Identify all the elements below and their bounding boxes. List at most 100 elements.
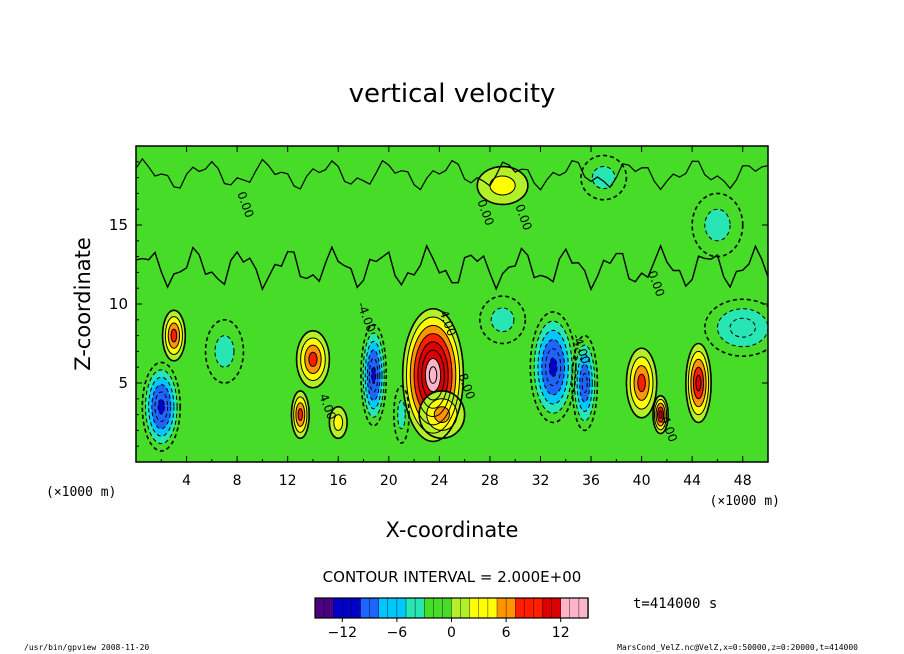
field-level (434, 406, 450, 423)
contour-line (729, 317, 756, 338)
contour-line (692, 366, 705, 400)
field-level (549, 357, 557, 377)
contour-line (433, 406, 450, 424)
contour-line (571, 334, 599, 432)
colorbar-segment (569, 597, 580, 619)
field-level (429, 366, 437, 384)
field-feature (205, 319, 244, 383)
field-feature (572, 335, 598, 431)
contour-line (371, 366, 377, 385)
contour-line (695, 374, 702, 392)
x-tick-label: 8 (233, 473, 242, 489)
contour-line (657, 406, 665, 423)
footer-right: MarsCond_VelZ.nc@VelZ,x=0:50000,z=0:2000… (617, 643, 858, 652)
contour-line (533, 320, 573, 414)
field-level (659, 410, 663, 419)
contour-line (295, 402, 306, 427)
y-axis-ticks: 5 10 15 (109, 161, 768, 447)
colorbar-segment (451, 597, 462, 619)
colorbar-segment (578, 597, 589, 619)
contour-line (293, 396, 308, 433)
colorbar (314, 597, 589, 619)
contour-line (154, 391, 169, 422)
colorbar-segment (433, 597, 444, 619)
field-feature (704, 299, 768, 357)
colorbar-ticks: −12 −6 0 6 12 (328, 618, 570, 641)
field-feature (692, 193, 743, 257)
contour-line (297, 408, 304, 422)
x-tick-label: 48 (734, 473, 752, 489)
field-level (704, 209, 731, 241)
contour-line (490, 307, 515, 333)
field-level (637, 374, 646, 392)
colorbar-segment (524, 597, 535, 619)
zero-contour (136, 157, 768, 191)
contour-line (418, 390, 466, 440)
contour-line (658, 410, 663, 419)
contour-line (368, 357, 379, 393)
contour-line (161, 309, 187, 362)
contour-line (653, 398, 668, 431)
colorbar-segment (333, 597, 344, 619)
x-tick-label: 44 (683, 473, 701, 489)
field-feature (530, 311, 576, 423)
contour-line (690, 358, 707, 408)
colorbar-segment (460, 597, 471, 619)
field-feature (479, 296, 526, 344)
field-level (308, 352, 318, 367)
field-level (489, 176, 516, 195)
x-tick-label: 16 (329, 473, 347, 489)
contour-line (428, 366, 438, 384)
x-tick-label: 40 (633, 473, 651, 489)
contour-line (141, 361, 182, 452)
field-feature (477, 166, 528, 205)
colorbar-segment (551, 597, 562, 619)
contour-line (576, 354, 593, 412)
colorbar-segment (515, 597, 526, 619)
colorbar-segment (414, 597, 425, 619)
contour-line (652, 394, 669, 435)
contour-line (362, 332, 385, 418)
colorbar-tick-label: −6 (387, 625, 408, 641)
contour-line (424, 358, 442, 393)
velocity-field (142, 155, 768, 451)
contour-line (157, 398, 165, 415)
contour-lines: 0.00 0.004.008.00-4.004.00-4.004.000.000.… (136, 154, 768, 452)
contour-line (290, 390, 310, 440)
contour-line (633, 365, 650, 401)
field-level (215, 335, 234, 368)
contour-line (300, 337, 326, 382)
contour-line (704, 208, 731, 242)
field-level (582, 373, 588, 393)
contour-line (409, 324, 457, 426)
contour-line (328, 405, 348, 440)
plot-area: 0.00 0.004.008.00-4.004.00-4.004.000.000.… (136, 146, 768, 462)
colorbar-tick-label: 12 (552, 625, 570, 641)
x-tick-label: 4 (182, 473, 191, 489)
contour-line (417, 341, 449, 409)
colorbar-segment (405, 597, 416, 619)
field-level (298, 408, 303, 421)
field-level (371, 366, 376, 384)
contour-line (579, 363, 591, 403)
contour-line (704, 298, 768, 357)
field-feature (142, 362, 181, 451)
contour-line (548, 357, 558, 377)
x-tick-label: 24 (430, 473, 448, 489)
contour-line (545, 348, 562, 387)
field-feature (419, 390, 465, 439)
colorbar-segment (314, 597, 325, 619)
colorbar-segment (478, 597, 489, 619)
contour-line (401, 307, 465, 443)
field-level (158, 399, 165, 415)
contour-line (580, 154, 628, 201)
colorbar-tick-label: 0 (447, 625, 456, 641)
contour-line (413, 333, 453, 418)
contour-line (405, 316, 461, 434)
x-tick-label: 12 (279, 473, 297, 489)
contour-line (655, 402, 666, 427)
chart-title: vertical velocity (349, 79, 556, 109)
field-level (695, 375, 702, 391)
contour-line (421, 349, 445, 401)
colorbar-segment (323, 597, 334, 619)
